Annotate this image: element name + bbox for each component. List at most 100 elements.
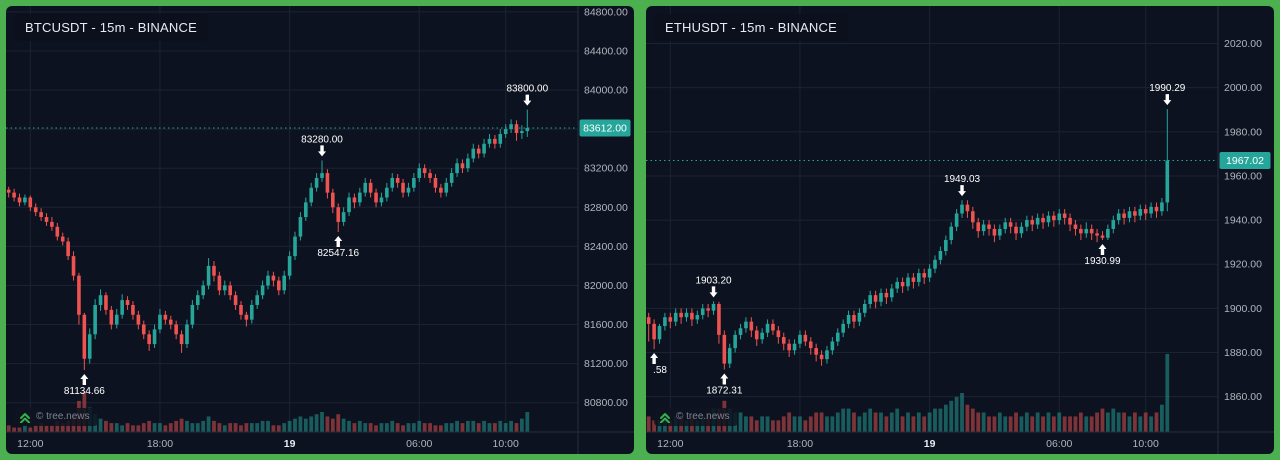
btcusdt-candlestick-chart[interactable]: 81134.66 83280.00 82547.16 83800.00 84800.00… (6, 6, 634, 454)
volume-bar (695, 420, 700, 432)
candle-body (352, 197, 357, 203)
volume-bar (104, 420, 108, 432)
volume-bar (347, 420, 351, 432)
candle-body (1143, 209, 1148, 214)
volume-bar (255, 423, 260, 432)
volume-bar (814, 412, 819, 432)
volume-bar (906, 412, 910, 432)
volume-bar (1160, 404, 1164, 432)
candle-body (6, 189, 11, 193)
volume-bar (965, 404, 970, 432)
candle-body (212, 265, 216, 276)
price-marker: 81134.66 (64, 373, 105, 397)
volume-bar (249, 423, 254, 432)
candle-body (87, 334, 92, 359)
time-tick-label: 10:00 (1133, 438, 1159, 450)
candle-body (185, 324, 189, 345)
volume-bar (1100, 408, 1105, 432)
time-tick-label: 18:00 (147, 438, 173, 450)
candle-body (1041, 217, 1045, 223)
time-tick-label: 06:00 (1046, 438, 1072, 450)
candle-body (412, 177, 416, 188)
price-marker: 1930.99 (1084, 243, 1121, 267)
candle-body (852, 315, 856, 322)
price-marker: 83280.00 (301, 134, 343, 157)
arrow-down-icon (318, 145, 327, 157)
volume-bar (1084, 416, 1089, 432)
candle-body (857, 312, 862, 322)
volume-bar (798, 416, 802, 432)
time-axis[interactable]: 12:00 18:00 19 06:00 10:00 (17, 438, 519, 450)
price-axis[interactable]: 84800.0084400.0084000.0083600.0083200.00… (579, 6, 631, 409)
candle-body (131, 304, 135, 315)
candle-body (406, 187, 411, 193)
candle-body (331, 192, 335, 208)
candle-body (385, 187, 389, 198)
volume-bar (943, 404, 948, 432)
time-axis[interactable]: 12:00 18:00 19 06:00 10:00 (657, 438, 1159, 450)
candle-body (77, 275, 81, 315)
last-price-label: 83612.00 (579, 119, 631, 137)
candle-body (1133, 211, 1137, 216)
candle-body (917, 273, 921, 282)
price-axis[interactable]: 2020.00 2000.00 1980.00 1960.00 1940.00 1920.… (1219, 38, 1271, 403)
candle-body (417, 168, 422, 178)
volume-bar (884, 416, 889, 432)
volume-bar (325, 416, 330, 432)
volume-bar (158, 423, 162, 432)
volume-bar (1030, 416, 1035, 432)
volume-bar (1073, 416, 1078, 432)
volume-bar (1024, 412, 1029, 432)
volume-bar (487, 423, 492, 432)
candle-body (998, 228, 1002, 236)
volume-bar (109, 423, 114, 432)
candle-body (900, 281, 905, 287)
candle-body (949, 226, 954, 240)
volume-bar (916, 412, 921, 432)
candle-body (120, 300, 124, 315)
tree-news-logo-icon (20, 413, 30, 423)
candle-body (255, 295, 259, 305)
candle-body (733, 334, 737, 349)
candle-body (50, 221, 54, 227)
candle-body (922, 273, 927, 278)
ethusdt-candlestick-chart[interactable]: .58 1903.20 1872.31 1949.03 1930.99 1990.29 20… (646, 6, 1274, 454)
candle-body (965, 204, 970, 212)
volume-layer (6, 392, 530, 432)
candle-body (390, 177, 395, 188)
volume-bar (287, 420, 292, 432)
volume-bar (352, 423, 357, 432)
candle-body (222, 285, 227, 291)
candles-layer (646, 109, 1170, 370)
candle-body (444, 182, 449, 193)
time-tick-label: 18:00 (787, 438, 813, 450)
volume-bar (1111, 408, 1116, 432)
volume-bar (66, 420, 71, 432)
price-tick-label: 84400.00 (584, 45, 628, 57)
panel-ethusdt: .58 1903.20 1872.31 1949.03 1930.99 1990.29 20… (646, 6, 1274, 454)
candle-body (190, 304, 195, 325)
volume-bar (922, 416, 927, 432)
candle-body (711, 303, 716, 311)
volume-bar (179, 418, 184, 432)
last-price-label: 1967.02 (1219, 151, 1271, 169)
volume-bar (417, 420, 422, 432)
candle-body (706, 308, 710, 311)
volume-bar (131, 425, 135, 432)
candle-body (933, 259, 937, 269)
volume-bar (520, 418, 524, 432)
candle-body (981, 224, 986, 232)
volume-bar (314, 414, 319, 432)
price-marker: 1903.20 (695, 275, 732, 298)
candle-body (771, 323, 775, 331)
candle-body (835, 332, 840, 342)
volume-bar (449, 423, 454, 432)
candle-body (1127, 211, 1132, 218)
ethusdt-watermark: © tree.news (654, 408, 738, 426)
volume-bar (114, 423, 119, 432)
volume-bar (997, 412, 1002, 432)
candle-body (1154, 206, 1159, 212)
volume-bar (954, 396, 959, 432)
volume-bar (857, 416, 862, 432)
volume-bar (282, 423, 287, 432)
